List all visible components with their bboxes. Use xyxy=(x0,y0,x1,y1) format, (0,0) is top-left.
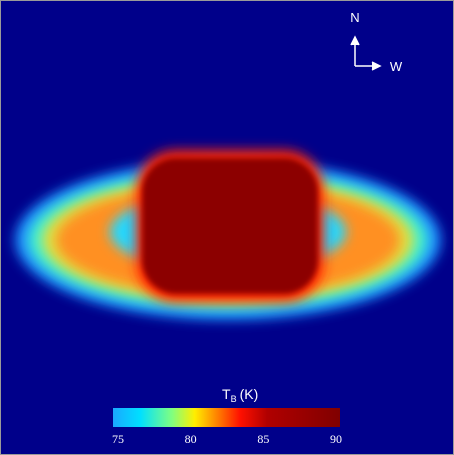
colorbar-tick-label: 85 xyxy=(257,432,269,446)
arrow-head xyxy=(371,61,382,71)
colorbar-label: TB (K) xyxy=(222,386,258,404)
colorbar-tick-label: 75 xyxy=(112,432,124,446)
west-label: W xyxy=(390,59,403,74)
colorbar-tick-label: 90 xyxy=(330,432,342,446)
label-main: T xyxy=(222,386,231,402)
label-subscript: B xyxy=(231,394,237,404)
compass xyxy=(350,35,382,71)
label-unit: (K) xyxy=(240,386,259,402)
colorbar-ticks: 75 80 85 90 xyxy=(112,432,342,446)
colorbar-tick-label: 80 xyxy=(185,432,197,446)
planet-disk xyxy=(142,158,318,294)
colorbar xyxy=(113,408,340,427)
saturn xyxy=(15,150,441,320)
north-label: N xyxy=(350,10,359,25)
arrow-head xyxy=(350,35,360,46)
